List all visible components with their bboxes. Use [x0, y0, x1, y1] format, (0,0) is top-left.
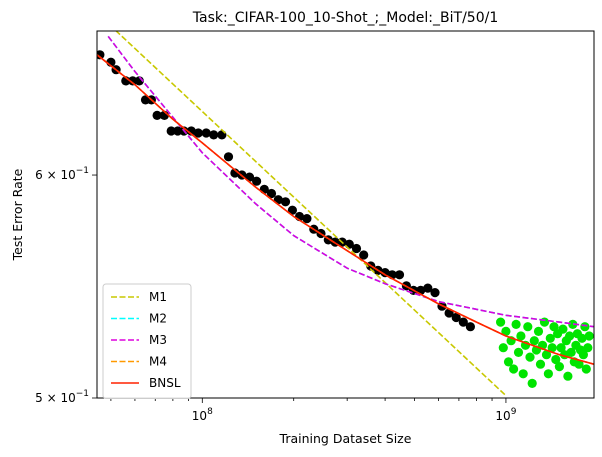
data-point	[565, 331, 575, 341]
data-point	[577, 333, 587, 343]
data-point	[513, 347, 524, 357]
data-point	[543, 369, 554, 379]
data-point	[498, 343, 508, 353]
data-point	[583, 343, 593, 353]
data-point	[451, 312, 461, 323]
data-point	[580, 322, 590, 332]
data-point	[201, 128, 211, 138]
data-point	[508, 364, 519, 374]
data-point	[252, 176, 262, 186]
data-point	[128, 76, 138, 86]
x-axis-label: Training Dataset Size	[279, 431, 412, 446]
legend-box	[102, 283, 192, 399]
data-point	[302, 214, 312, 224]
line-m2	[107, 35, 594, 328]
data-point	[556, 343, 566, 353]
data-point	[574, 359, 584, 369]
data-point	[516, 331, 526, 341]
data-point	[394, 270, 405, 280]
data-point	[549, 322, 559, 332]
legend-item-m4: M4	[111, 355, 167, 369]
data-point	[525, 352, 535, 362]
data-point	[529, 336, 539, 346]
axes: 108 109 5 × 10−1 6 × 10−1	[35, 30, 595, 423]
data-point	[501, 326, 511, 336]
legend-item-bnsl: BNSL	[111, 376, 181, 390]
legend-label: M2	[149, 312, 167, 326]
legend-item-m3: M3	[111, 333, 167, 347]
data-point	[380, 268, 390, 278]
data-point	[551, 354, 561, 365]
data-point	[458, 317, 468, 327]
data-point	[166, 126, 176, 136]
chart-title: Task:_CIFAR-100_10-Shot_;_Model:_BiT/50/…	[192, 10, 498, 26]
data-point	[523, 322, 533, 332]
y-axis-label: Test Error Rate	[10, 168, 25, 261]
legend-label: M1	[149, 290, 167, 304]
plot-area	[97, 31, 594, 397]
legend-item-m1: M1	[111, 290, 167, 304]
data-point	[503, 357, 514, 367]
data-point	[581, 364, 591, 374]
data-point	[547, 343, 557, 353]
legend-label: M4	[149, 355, 167, 369]
data-point	[533, 326, 544, 336]
data-point	[266, 188, 277, 199]
data-point	[535, 359, 546, 369]
data-point	[568, 319, 578, 329]
legend: M1 M2 M3 M4 BNSL	[102, 283, 192, 399]
legend-label: BNSL	[149, 376, 181, 390]
x-tick-label: 108	[192, 407, 213, 423]
y-tick-label: 5 × 10−1	[35, 389, 89, 405]
data-point	[193, 128, 203, 138]
data-point	[566, 347, 576, 357]
data-point	[539, 317, 550, 327]
data-point	[578, 350, 589, 360]
data-point	[554, 362, 565, 372]
data-point	[527, 378, 537, 388]
data-point	[465, 322, 475, 332]
data-point	[152, 110, 162, 120]
data-point	[511, 319, 521, 329]
data-point	[558, 324, 568, 334]
data-point	[518, 369, 528, 379]
data-point	[280, 197, 291, 207]
data-point	[430, 288, 440, 298]
data-point	[359, 250, 369, 260]
data-point	[217, 130, 227, 140]
data-point	[496, 317, 506, 327]
data-point	[186, 126, 196, 136]
x-tick-label: 109	[495, 407, 516, 423]
legend-label: M3	[149, 333, 167, 347]
data-point	[209, 130, 219, 140]
data-point	[223, 152, 234, 162]
scatter-series-6	[496, 317, 594, 388]
data-point	[287, 205, 297, 215]
data-point	[423, 283, 433, 293]
data-point	[351, 243, 362, 254]
data-point	[563, 371, 573, 381]
legend-item-m2: M2	[111, 312, 167, 326]
y-tick-label: 6 × 10−1	[35, 166, 89, 182]
plot-frame	[96, 30, 595, 399]
line-m3	[107, 35, 594, 328]
data-point	[545, 333, 555, 343]
data-point	[230, 168, 240, 178]
data-point	[584, 331, 594, 341]
line-bnsl	[97, 54, 594, 365]
data-point	[541, 350, 552, 360]
